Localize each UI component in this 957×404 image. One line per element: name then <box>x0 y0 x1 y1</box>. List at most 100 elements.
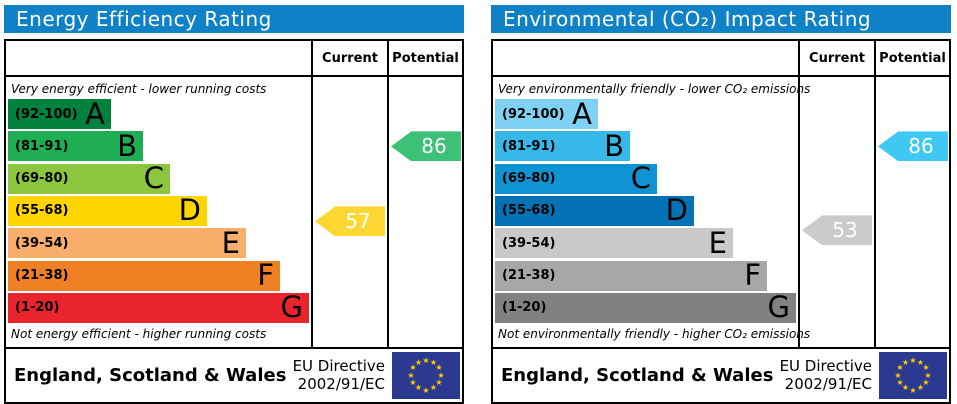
top-caption: Very environmentally friendly - lower CO… <box>498 82 811 96</box>
band-a-range: (92-100) <box>502 106 565 122</box>
eu-flag-star-icon: ★ <box>901 383 910 393</box>
eu-flag-star-icon: ★ <box>924 370 932 380</box>
band-a-range: (92-100) <box>15 106 78 122</box>
band-f: (21-38) F <box>495 258 767 293</box>
potential-column-header: Potential <box>874 41 949 77</box>
bottom-caption: Not environmentally friendly - higher CO… <box>498 327 811 341</box>
eu-flag-star-icon: ★ <box>909 385 917 395</box>
band-a: (92-100) A <box>8 99 111 129</box>
eu-directive-line1: EU Directive <box>292 356 385 375</box>
band-e-range: (39-54) <box>502 235 556 251</box>
band-e-letter: E <box>221 225 240 260</box>
eu-flag-star-icon: ★ <box>922 378 930 387</box>
table-footer: England, Scotland & Wales EU Directive 2… <box>6 347 462 402</box>
band-f-range: (21-38) <box>502 268 556 284</box>
band-f: (21-38) F <box>8 258 280 293</box>
eu-flag-star-icon: ★ <box>901 357 910 367</box>
band-c-letter: C <box>630 161 651 196</box>
top-caption: Very energy efficient - lower running co… <box>11 82 267 96</box>
current-rating-arrow: 57 <box>315 206 385 237</box>
eu-flag-star-icon: ★ <box>916 357 925 367</box>
band-a-letter: A <box>572 96 592 131</box>
eu-directive-line2: 2002/91/EC <box>297 374 385 393</box>
eu-flag-star-icon: ★ <box>429 383 438 393</box>
eu-flag-icon: ★ ★ ★ ★ ★ ★ ★ ★ ★ ★ ★ ★ <box>879 352 947 399</box>
eu-flag-star-icon: ★ <box>435 363 443 372</box>
band-d: (55-68) D <box>495 193 694 228</box>
current-rating-arrow: 53 <box>802 215 872 246</box>
eu-directive-label: EU Directive 2002/91/EC <box>292 356 385 393</box>
eu-flag-star-icon: ★ <box>435 378 443 387</box>
eu-flag-star-icon: ★ <box>916 383 925 393</box>
band-b-range: (81-91) <box>15 138 69 154</box>
eu-directive-line2: 2002/91/EC <box>784 374 872 393</box>
band-c: (69-80) C <box>8 163 170 194</box>
band-b-range: (81-91) <box>502 138 556 154</box>
current-rating-value: 53 <box>832 218 858 243</box>
eu-flag-star-icon: ★ <box>414 383 423 393</box>
band-b: (81-91) B <box>495 128 630 163</box>
band-d-letter: D <box>178 193 201 228</box>
rating-scale: Very energy efficient - lower running co… <box>6 77 311 347</box>
band-f-range: (21-38) <box>15 268 69 284</box>
band-b-letter: B <box>604 128 624 163</box>
band-e-range: (39-54) <box>15 235 69 251</box>
bottom-caption: Not energy efficient - higher running co… <box>11 327 267 341</box>
potential-rating-arrow: 86 <box>878 131 948 162</box>
energy-efficiency-table: Current Potential Very energy efficient … <box>4 39 464 404</box>
current-rating-value: 57 <box>345 209 371 234</box>
band-b: (81-91) B <box>8 128 143 163</box>
current-column-header: Current <box>798 41 874 77</box>
eu-flag-star-icon: ★ <box>429 357 438 367</box>
band-a-letter: A <box>85 96 105 131</box>
environmental-impact-table: Current Potential Very environmentally f… <box>491 39 951 404</box>
band-c-range: (69-80) <box>15 171 69 187</box>
band-c: (69-80) C <box>495 161 657 196</box>
environmental-impact-panel: Environmental (CO₂) Impact Rating Curren… <box>491 5 951 404</box>
eu-flag-star-icon: ★ <box>409 363 417 372</box>
potential-column-header: Potential <box>387 41 462 77</box>
eu-flag-star-icon: ★ <box>896 378 904 387</box>
band-g-letter: G <box>767 290 790 325</box>
eu-directive-line1: EU Directive <box>779 356 872 375</box>
eu-flag-icon: ★ ★ ★ ★ ★ ★ ★ ★ ★ ★ ★ ★ <box>392 352 460 399</box>
eu-flag-star-icon: ★ <box>896 363 904 372</box>
band-g: (1-20) G <box>8 292 309 323</box>
band-f-letter: F <box>744 258 761 293</box>
current-column-header: Current <box>311 41 387 77</box>
region-label: England, Scotland & Wales <box>501 365 774 386</box>
energy-efficiency-title: Energy Efficiency Rating <box>4 5 464 33</box>
eu-flag-star-icon: ★ <box>437 370 445 380</box>
potential-rating-value: 86 <box>421 134 447 159</box>
energy-efficiency-panel: Energy Efficiency Rating Current Potenti… <box>4 5 464 404</box>
eu-flag-star-icon: ★ <box>414 357 423 367</box>
rating-scale: Very environmentally friendly - lower CO… <box>493 77 810 347</box>
potential-rating-value: 86 <box>908 134 934 159</box>
band-e: (39-54) E <box>8 225 246 260</box>
band-c-range: (69-80) <box>502 171 556 187</box>
potential-rating-arrow: 86 <box>391 131 461 162</box>
table-footer: England, Scotland & Wales EU Directive 2… <box>493 347 949 402</box>
band-a: (92-100) A <box>495 99 598 129</box>
eu-flag-star-icon: ★ <box>894 370 902 380</box>
potential-rating-column: 86 <box>874 77 949 347</box>
band-e: (39-54) E <box>495 225 733 260</box>
band-e-letter: E <box>708 225 727 260</box>
band-g-range: (1-20) <box>15 300 60 316</box>
eu-flag-star-icon: ★ <box>407 370 415 380</box>
eu-flag-star-icon: ★ <box>422 355 430 365</box>
eu-flag-star-icon: ★ <box>922 363 930 372</box>
chart-column-header-spacer <box>6 41 311 77</box>
band-f-letter: F <box>257 258 274 293</box>
band-d-range: (55-68) <box>15 203 69 219</box>
region-label: England, Scotland & Wales <box>14 365 287 386</box>
band-b-letter: B <box>117 128 137 163</box>
current-rating-column: 53 <box>798 77 874 347</box>
band-d: (55-68) D <box>8 193 207 228</box>
chart-column-header-spacer <box>493 41 798 77</box>
potential-rating-column: 86 <box>387 77 462 347</box>
band-d-range: (55-68) <box>502 203 556 219</box>
current-rating-column: 57 <box>311 77 387 347</box>
band-d-letter: D <box>665 193 688 228</box>
